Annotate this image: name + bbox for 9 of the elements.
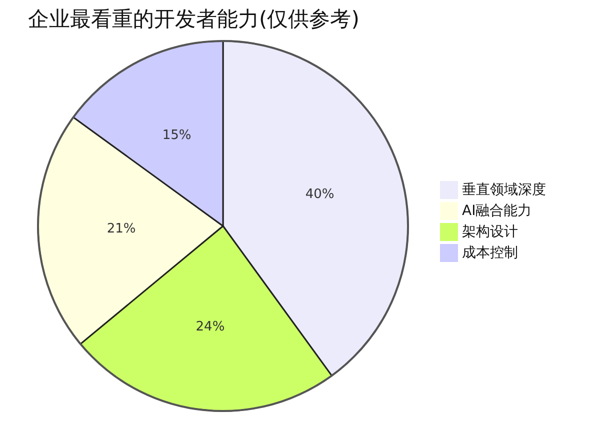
data-label: 24% — [196, 319, 225, 335]
legend-label: AI融合能力 — [462, 202, 532, 219]
data-label: 40% — [305, 187, 334, 202]
chart-title: 企业最看重的开发者能力(仅供参考) — [28, 7, 360, 31]
data-label: 15% — [162, 128, 192, 143]
legend-label: 垂直领域深度 — [462, 182, 546, 198]
legend-label: 架构设计 — [462, 224, 518, 240]
data-label: 21% — [106, 222, 136, 237]
legend-label: 成本控制 — [462, 244, 518, 261]
